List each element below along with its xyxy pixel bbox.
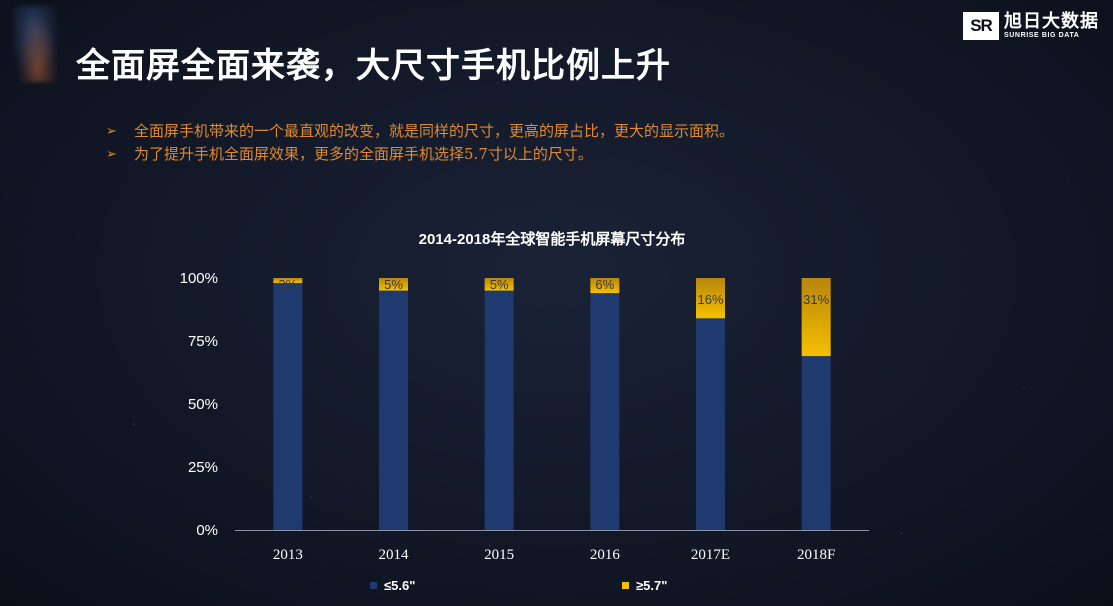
bar-segment-small bbox=[484, 290, 514, 530]
legend-item-small: ≤5.6" bbox=[370, 578, 415, 593]
legend-swatch-small bbox=[370, 582, 377, 589]
bar-segment-large bbox=[273, 278, 303, 284]
bar-segment-large bbox=[484, 278, 514, 291]
chart-title: 2014-2018年全球智能手机屏幕尺寸分布 bbox=[418, 231, 686, 248]
bullet-item: ➢ 为了提升手机全面屏效果，更多的全面屏手机选择5.7寸以上的尺寸。 bbox=[106, 143, 734, 166]
data-label: 5% bbox=[490, 277, 509, 292]
x-category-label: 2017E bbox=[691, 547, 730, 563]
legend-item-large: ≥5.7" bbox=[622, 578, 667, 593]
logo-name-en: SUNRISE BIG DATA bbox=[1004, 32, 1080, 39]
bar-segment-small bbox=[696, 318, 725, 530]
bar-segment-large bbox=[379, 278, 408, 291]
legend-label-small: ≤5.6" bbox=[384, 578, 416, 593]
legend-swatch-large bbox=[622, 582, 629, 589]
data-label: 5% bbox=[384, 277, 403, 292]
arrow-right-icon: ➢ bbox=[106, 147, 117, 162]
bullet-list: ➢ 全面屏手机带来的一个最直观的改变，就是同样的尺寸，更高的屏占比，更大的显示面… bbox=[106, 120, 734, 166]
x-category-label: 2013 bbox=[273, 547, 303, 563]
data-label: 2% bbox=[278, 277, 297, 292]
data-label: 6% bbox=[595, 277, 614, 292]
bullet-item: ➢ 全面屏手机带来的一个最直观的改变，就是同样的尺寸，更高的屏占比，更大的显示面… bbox=[106, 120, 734, 143]
y-tick-label: 50% bbox=[188, 396, 218, 413]
chart-legend: ≤5.6" ≥5.7" bbox=[0, 578, 1113, 598]
bullet-text: 全面屏手机带来的一个最直观的改变，就是同样的尺寸，更高的屏占比，更大的显示面积。 bbox=[134, 122, 735, 140]
data-label: 31% bbox=[803, 292, 829, 307]
logo-mark: SR bbox=[963, 12, 999, 40]
bar-segment-large bbox=[590, 278, 620, 294]
bar-segment-large bbox=[696, 278, 725, 319]
bar-segment-small bbox=[801, 356, 831, 530]
page-title: 全面屏全面来袭，大尺寸手机比例上升 bbox=[76, 47, 671, 85]
x-category-label: 2016 bbox=[590, 547, 621, 563]
bar-segment-small bbox=[590, 293, 620, 530]
data-label: 16% bbox=[697, 292, 723, 307]
x-category-label: 2018F bbox=[797, 547, 835, 563]
legend-label-large: ≥5.7" bbox=[636, 578, 668, 593]
bullet-text: 为了提升手机全面屏效果，更多的全面屏手机选择5.7寸以上的尺寸。 bbox=[134, 145, 593, 163]
bar-segment-large bbox=[801, 278, 831, 357]
decorative-corner-art bbox=[14, 6, 62, 82]
logo-text: 旭日大数据 SUNRISE BIG DATA bbox=[1004, 12, 1099, 40]
y-tick-label: 75% bbox=[188, 333, 218, 350]
bar-segment-small bbox=[273, 283, 303, 530]
x-category-label: 2014 bbox=[379, 547, 410, 563]
x-category-label: 2015 bbox=[484, 547, 514, 563]
arrow-right-icon: ➢ bbox=[106, 124, 117, 139]
bar-segment-small bbox=[379, 290, 408, 530]
logo-name-cn: 旭日大数据 bbox=[1004, 11, 1099, 31]
y-tick-label: 100% bbox=[180, 270, 218, 287]
company-logo: SR 旭日大数据 SUNRISE BIG DATA bbox=[963, 12, 1099, 40]
y-tick-label: 25% bbox=[188, 459, 218, 476]
y-tick-label: 0% bbox=[196, 522, 218, 539]
